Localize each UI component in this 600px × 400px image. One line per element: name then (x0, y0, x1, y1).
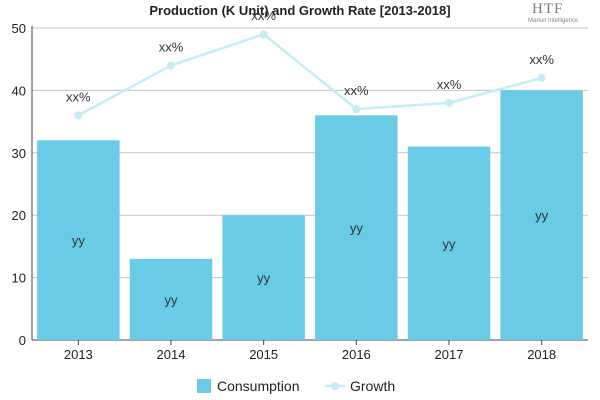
x-tick-label: 2016 (342, 347, 371, 362)
x-tick-label: 2018 (527, 347, 556, 362)
chart-title: Production (K Unit) and Growth Rate [201… (149, 3, 451, 18)
growth-point (259, 30, 268, 39)
bar-consumption (500, 90, 583, 341)
growth-point (537, 73, 546, 82)
growth-point (352, 105, 361, 114)
x-tick-label: 2013 (64, 347, 93, 362)
growth-point (445, 98, 453, 107)
y-tick-label: 10 (12, 271, 26, 286)
bar-consumption (315, 115, 398, 340)
bar-consumption (37, 140, 120, 340)
bar-consumption (222, 215, 305, 340)
y-tick-label: 30 (12, 146, 26, 161)
bar-data-label: yy (535, 208, 549, 223)
legend-label-growth: Growth (350, 378, 395, 394)
growth-data-label: xx% (251, 8, 276, 23)
growth-data-label: xx% (159, 39, 184, 54)
logo-text: HTF (532, 1, 564, 17)
logo-subtext: Market Intelligence (528, 18, 579, 24)
bar-consumption (129, 258, 213, 340)
bar-data-label: yy (443, 236, 457, 251)
legend-marker-growth (331, 382, 339, 390)
growth-point (74, 111, 83, 120)
bar-data-label: yy (257, 271, 271, 286)
bar-data-label: yy (72, 233, 86, 248)
bar-data-label: yy (165, 292, 179, 307)
y-tick-label: 40 (12, 83, 26, 98)
growth-data-label: xx% (66, 89, 91, 104)
htf-logo: HTF Market Intelligence (528, 1, 588, 25)
bar-consumption (407, 146, 491, 340)
growth-point (167, 61, 175, 70)
growth-data-label: xx% (529, 52, 554, 67)
growth-data-label: xx% (344, 83, 369, 98)
x-tick-label: 2014 (157, 347, 186, 362)
growth-data-label: xx% (437, 77, 462, 92)
bar-data-label: yy (350, 221, 364, 236)
x-tick-label: 2015 (249, 347, 278, 362)
y-tick-label: 0 (19, 333, 26, 348)
growth-line (77, 32, 542, 117)
legend-label-consumption: Consumption (217, 378, 300, 394)
y-tick-label: 20 (12, 208, 26, 223)
legend-swatch-consumption (197, 379, 211, 393)
x-tick-label: 2017 (435, 347, 464, 362)
y-tick-label: 50 (12, 21, 26, 36)
